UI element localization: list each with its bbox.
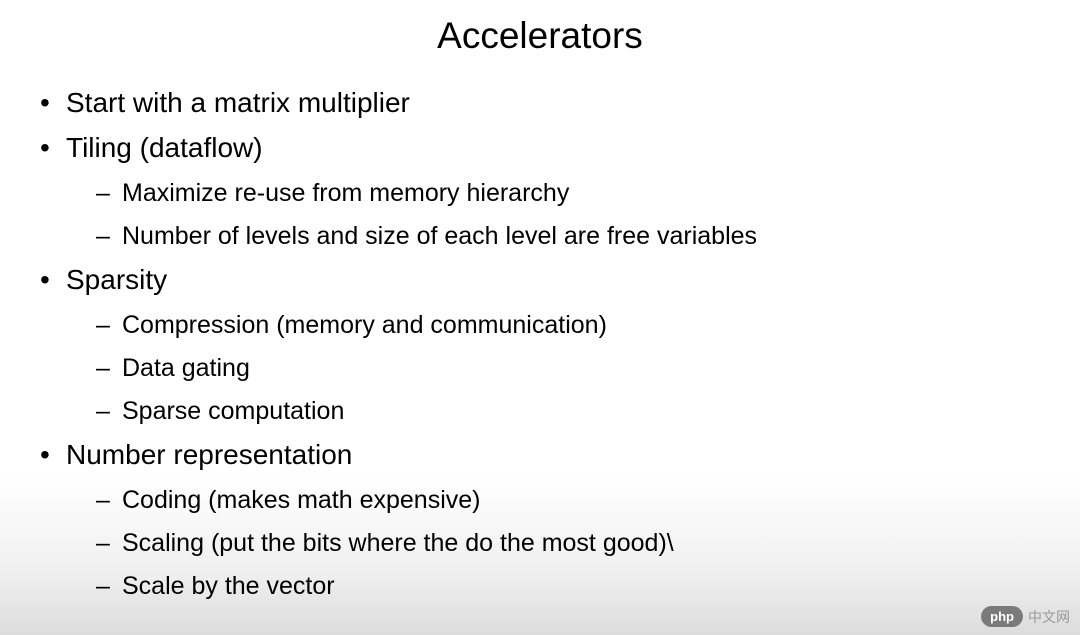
list-item: Start with a matrix multiplier	[38, 83, 1050, 124]
list-item: Sparsity Compression (memory and communi…	[38, 260, 1050, 431]
watermark-badge: php	[981, 606, 1023, 627]
list-item: Tiling (dataflow) Maximize re-use from m…	[38, 128, 1050, 256]
sub-list-item-text: Scale by the vector	[122, 572, 335, 600]
sub-list-item-text: Sparse computation	[122, 397, 344, 425]
watermark: php 中文网	[981, 606, 1070, 627]
sub-list-item: Data gating	[96, 349, 1050, 388]
slide-title: Accelerators	[30, 15, 1050, 57]
sub-list-item: Compression (memory and communication)	[96, 306, 1050, 345]
sub-list: Maximize re-use from memory hierarchy Nu…	[66, 174, 1050, 256]
list-item: Number representation Coding (makes math…	[38, 435, 1050, 606]
sub-list-item-text: Maximize re-use from memory hierarchy	[122, 179, 569, 207]
list-item-text: Number representation	[66, 439, 352, 470]
sub-list-item-text: Coding (makes math expensive)	[122, 486, 481, 514]
list-item-text: Tiling (dataflow)	[66, 132, 263, 163]
bullet-list: Start with a matrix multiplier Tiling (d…	[30, 83, 1050, 605]
sub-list: Compression (memory and communication) D…	[66, 306, 1050, 430]
watermark-text: 中文网	[1028, 607, 1070, 627]
sub-list-item-text: Compression (memory and communication)	[122, 311, 607, 339]
sub-list-item-text: Scaling (put the bits where the do the m…	[122, 529, 674, 557]
sub-list-item: Number of levels and size of each level …	[96, 217, 1050, 256]
slide-container: Accelerators Start with a matrix multipl…	[0, 0, 1080, 629]
list-item-text: Start with a matrix multiplier	[66, 87, 410, 118]
sub-list-item: Sparse computation	[96, 392, 1050, 431]
sub-list-item: Scaling (put the bits where the do the m…	[96, 524, 1050, 563]
sub-list-item: Coding (makes math expensive)	[96, 481, 1050, 520]
sub-list-item: Maximize re-use from memory hierarchy	[96, 174, 1050, 213]
sub-list-item-text: Number of levels and size of each level …	[122, 222, 757, 250]
sub-list-item: Scale by the vector	[96, 567, 1050, 606]
sub-list: Coding (makes math expensive) Scaling (p…	[66, 481, 1050, 605]
list-item-text: Sparsity	[66, 264, 167, 295]
sub-list-item-text: Data gating	[122, 354, 250, 382]
